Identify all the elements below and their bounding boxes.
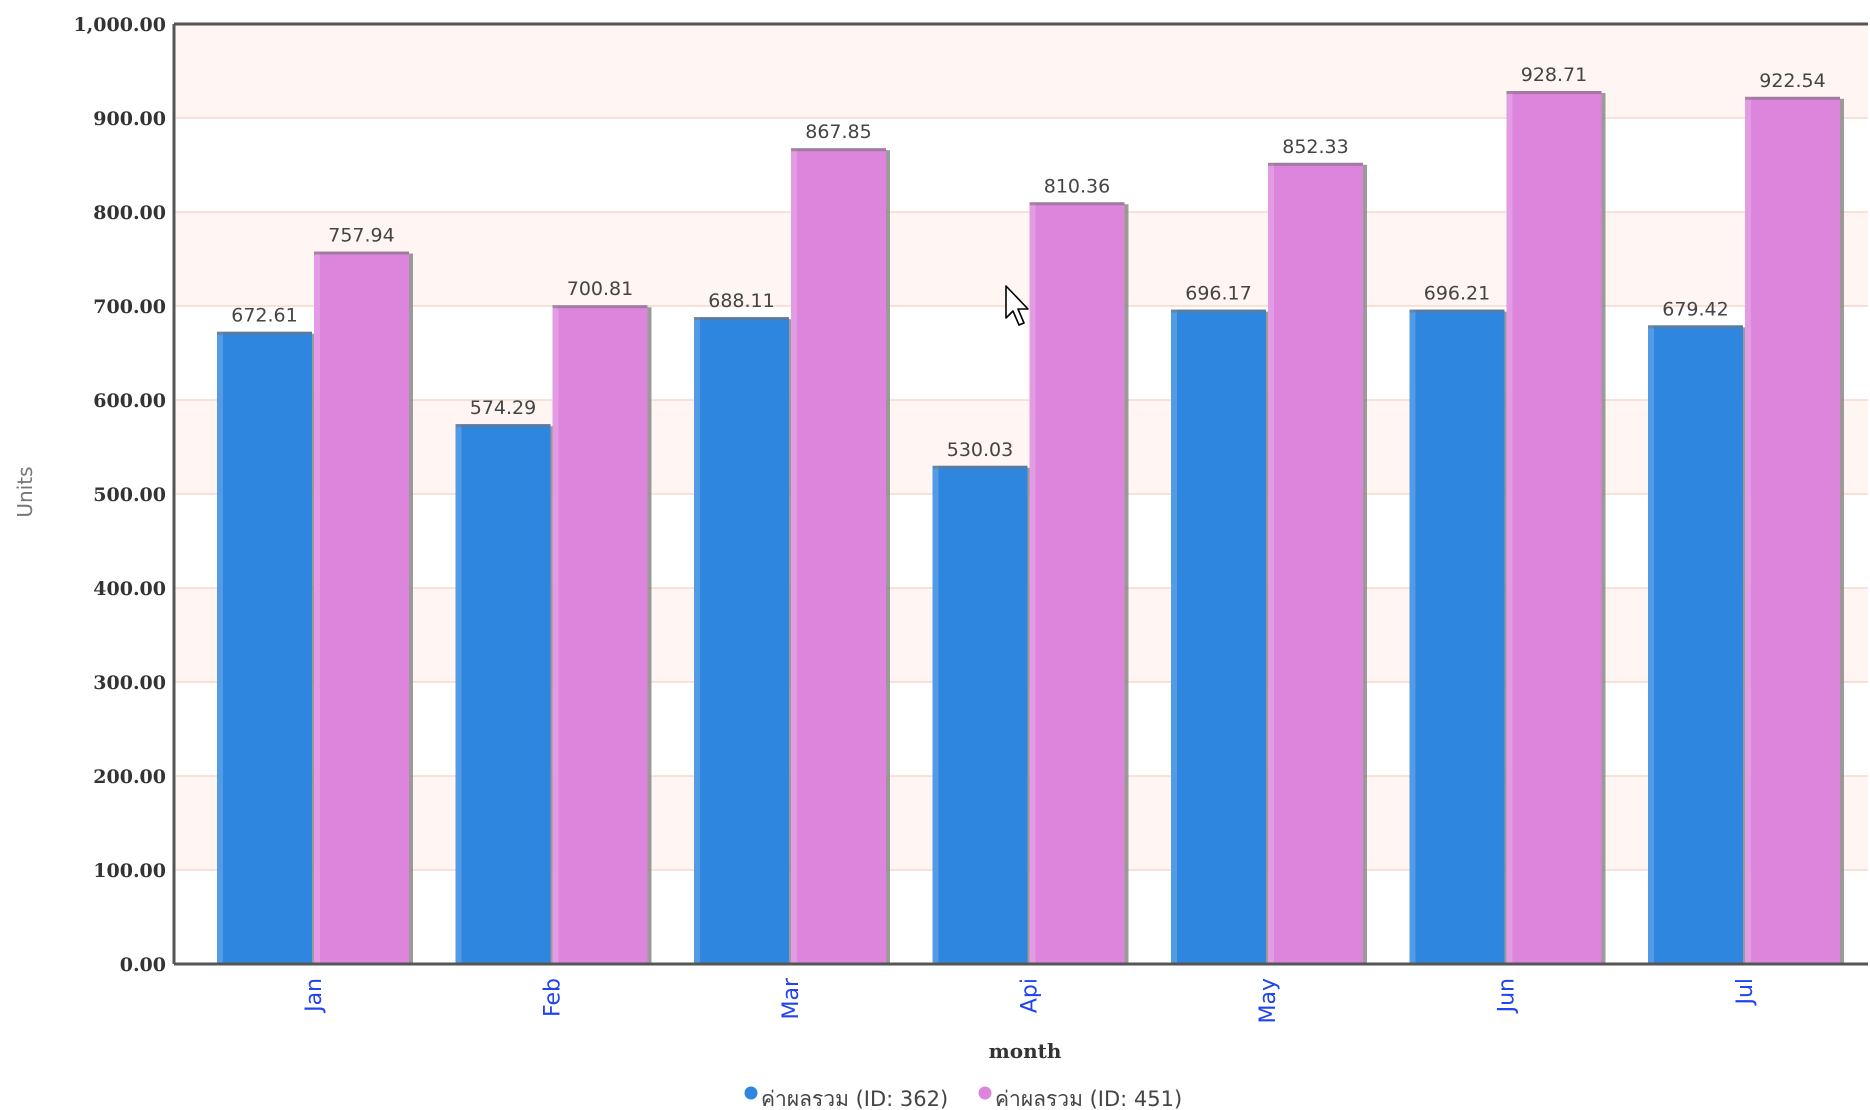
legend-marker <box>744 1086 758 1100</box>
bar[interactable] <box>1029 202 1125 964</box>
x-tick-label: Jul <box>1733 978 1758 1007</box>
y-tick-label: 1,000.00 <box>73 14 166 36</box>
bar-top-edge <box>455 424 551 428</box>
y-axis-title: Units <box>13 466 37 517</box>
y-tick-label: 700.00 <box>93 296 166 318</box>
bar-top-edge <box>1171 309 1266 313</box>
data-label: 696.21 <box>1424 283 1490 305</box>
bar-highlight <box>1745 96 1751 965</box>
x-tick-label: Feb <box>541 978 566 1017</box>
x-tick-label: Mar <box>779 977 804 1019</box>
bar[interactable] <box>791 148 886 964</box>
x-tick-label: Api <box>1018 978 1043 1013</box>
bar-top-edge <box>217 331 312 335</box>
bar-highlight <box>455 424 462 965</box>
x-tick-label: Jan <box>302 978 327 1014</box>
data-label: 672.61 <box>231 305 297 327</box>
bar-top-edge <box>1029 202 1125 206</box>
bar-highlight <box>217 331 223 965</box>
legend-label: ค่าผลรวม (ID: 451) <box>995 1087 1182 1110</box>
bar-top-edge <box>1268 162 1363 166</box>
bar[interactable] <box>1171 309 1266 964</box>
y-tick-label: 900.00 <box>93 108 166 130</box>
bar-highlight <box>552 305 559 964</box>
bar[interactable] <box>314 251 409 965</box>
data-label: 922.54 <box>1759 70 1825 92</box>
plot-band <box>174 212 1868 306</box>
bar[interactable] <box>455 424 551 965</box>
bars <box>217 91 1844 965</box>
data-label: 810.36 <box>1044 175 1110 197</box>
bar[interactable] <box>1409 309 1505 964</box>
x-axis-title: month <box>989 1039 1062 1063</box>
data-label: 530.03 <box>947 439 1013 461</box>
plot-band <box>174 118 1868 212</box>
y-tick-label: 300.00 <box>93 672 166 694</box>
bar[interactable] <box>1506 91 1602 965</box>
bar-top-edge <box>694 317 789 321</box>
mouse-cursor-icon <box>1005 285 1029 326</box>
data-label: 852.33 <box>1282 136 1348 158</box>
data-labels: 672.61 757.94 574.29 700.81 688.11 867.85 530.… <box>231 64 1825 461</box>
y-tick-label: 0.00 <box>120 954 166 976</box>
legend-marker <box>978 1086 992 1100</box>
y-tick-label: 500.00 <box>93 484 166 506</box>
axes <box>172 22 1868 966</box>
bar[interactable] <box>1745 96 1840 965</box>
bar[interactable] <box>1648 325 1743 964</box>
bar-top-edge <box>1745 96 1840 100</box>
bar-highlight <box>1648 325 1654 964</box>
bar[interactable] <box>1268 162 1363 964</box>
bar-highlight <box>932 465 939 964</box>
y-tick-label: 200.00 <box>93 766 166 788</box>
bar[interactable] <box>217 331 312 965</box>
y-tick-label: 600.00 <box>93 390 166 412</box>
bar-top-edge <box>791 148 886 152</box>
data-label: 574.29 <box>470 397 536 419</box>
data-label: 696.17 <box>1185 283 1251 305</box>
bar-highlight <box>1506 91 1513 965</box>
bar[interactable] <box>932 465 1028 964</box>
bar[interactable] <box>694 317 789 964</box>
plot-band <box>174 24 1868 118</box>
bar-highlight <box>314 251 320 965</box>
bar-top-edge <box>1648 325 1743 329</box>
y-tick-label: 800.00 <box>93 202 166 224</box>
bar-highlight <box>1409 309 1416 964</box>
data-label: 700.81 <box>567 278 633 300</box>
bar-highlight <box>1029 202 1036 964</box>
bar-top-edge <box>932 465 1028 469</box>
y-tick-labels: 0.00 100.00 200.00 300.00 400.00 500.00 600.00… <box>73 14 166 976</box>
bar-top-edge <box>1506 91 1602 95</box>
data-label: 757.94 <box>328 225 394 247</box>
legend-label: ค่าผลรวม (ID: 362) <box>761 1087 948 1110</box>
x-tick-label: May <box>1256 978 1281 1023</box>
bar-top-edge <box>314 251 409 255</box>
y-tick-label: 100.00 <box>93 860 166 882</box>
data-label: 688.11 <box>708 290 774 312</box>
bar-highlight <box>791 148 797 964</box>
bar[interactable] <box>552 305 648 964</box>
x-tick-labels: Jan Feb Mar Api May Jun Jul <box>302 977 1758 1023</box>
bar-highlight <box>1268 162 1274 964</box>
bar-top-edge <box>552 305 648 309</box>
y-tick-label: 400.00 <box>93 578 166 600</box>
x-tick-label: Jun <box>1495 978 1520 1014</box>
bar-highlight <box>1171 309 1177 964</box>
legend: ค่าผลรวม (ID: 362) ค่าผลรวม (ID: 451) <box>744 1086 1182 1110</box>
bar-top-edge <box>1409 309 1505 313</box>
bar-highlight <box>694 317 700 964</box>
data-label: 679.42 <box>1662 298 1728 320</box>
data-label: 867.85 <box>805 121 871 143</box>
data-label: 928.71 <box>1521 64 1587 86</box>
